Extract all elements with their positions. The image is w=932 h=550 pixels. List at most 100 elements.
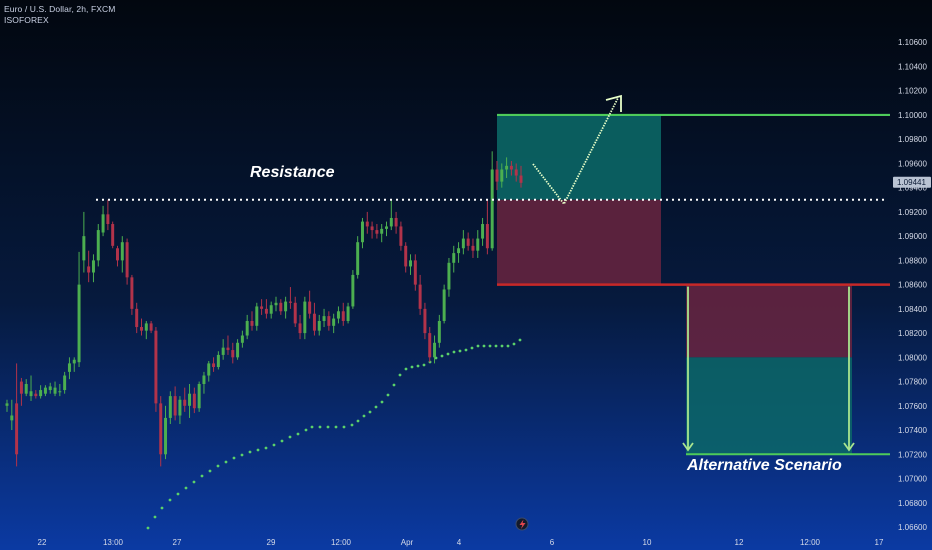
- candle: [269, 301, 273, 319]
- candle: [250, 311, 254, 331]
- price-tick-label: 1.10400: [898, 62, 927, 71]
- candle-body: [404, 245, 408, 267]
- time-tick-label: 12:00: [800, 538, 821, 547]
- time-axis[interactable]: 22 13:00 27 29 12:00 Apr 4 6 10 12 12:00 17: [38, 538, 884, 547]
- candle: [15, 363, 19, 467]
- candle: [466, 232, 470, 251]
- chart-source: ISOFOREX: [4, 15, 49, 25]
- psar-dot: [518, 338, 522, 342]
- candle-body: [154, 330, 158, 404]
- candle: [125, 238, 129, 285]
- projection-arrows: [532, 94, 855, 452]
- candle-body: [509, 165, 513, 170]
- candle: [346, 302, 350, 324]
- candle-body: [293, 302, 297, 324]
- time-tick-label: 17: [875, 538, 884, 547]
- candle: [202, 371, 206, 394]
- candle: [24, 379, 28, 397]
- time-tick-label: 27: [173, 538, 182, 547]
- psar-dot: [264, 446, 268, 450]
- candle-body: [197, 383, 201, 409]
- candle: [173, 386, 177, 421]
- candle: [221, 339, 225, 360]
- price-tick-label: 1.06800: [898, 499, 927, 508]
- candle-body: [351, 274, 355, 307]
- candle: [207, 360, 211, 382]
- candle-body: [437, 320, 441, 343]
- candlesticks: [5, 151, 523, 467]
- psar-dot: [494, 344, 498, 348]
- psar-dot: [446, 352, 450, 356]
- candle: [168, 391, 172, 424]
- candle-body: [457, 248, 461, 254]
- alternative-scenario-label: Alternative Scenario: [686, 457, 842, 474]
- candle-body: [212, 363, 216, 368]
- candle: [231, 342, 235, 364]
- price-tick-label: 1.09000: [898, 232, 927, 241]
- trade-zones: [497, 114, 852, 455]
- psar-dot: [310, 425, 314, 429]
- price-tick-label: 1.07000: [898, 475, 927, 484]
- psar-dot: [356, 419, 360, 423]
- candle: [409, 254, 413, 275]
- candle: [72, 357, 76, 372]
- psar-dot: [458, 349, 462, 353]
- candle-body: [461, 238, 465, 249]
- candle-body: [24, 383, 28, 394]
- candle-body: [471, 245, 475, 251]
- candle: [356, 236, 360, 279]
- candle: [341, 302, 345, 326]
- candle-body: [303, 301, 307, 334]
- candle: [260, 299, 264, 315]
- psar-dot: [464, 348, 468, 352]
- candle: [101, 205, 105, 237]
- candle: [274, 296, 278, 312]
- candle-body: [240, 335, 244, 343]
- psar-dot: [374, 405, 378, 409]
- price-tick-label: 1.08400: [898, 305, 927, 314]
- replay-icon[interactable]: [515, 517, 529, 531]
- candle: [413, 254, 417, 291]
- candle: [490, 151, 494, 251]
- time-tick-label: 22: [38, 538, 47, 547]
- time-tick-label: 13:00: [103, 538, 124, 547]
- candle: [10, 399, 14, 431]
- psar-dot: [232, 456, 236, 460]
- candle: [130, 274, 134, 315]
- psar-dot: [404, 367, 408, 371]
- candle-body: [447, 262, 451, 290]
- psar-dot: [362, 414, 366, 418]
- psar-dot: [342, 425, 346, 429]
- candle-body: [332, 318, 336, 326]
- candle-body: [519, 175, 523, 183]
- candle-body: [380, 228, 384, 234]
- candle: [245, 314, 249, 340]
- candle-body: [375, 230, 379, 234]
- price-tick-label: 1.06600: [898, 523, 927, 532]
- psar-dot: [272, 443, 276, 447]
- candle: [135, 302, 139, 334]
- candle: [216, 351, 220, 370]
- candle-body: [207, 363, 211, 376]
- candle-body: [250, 320, 254, 326]
- candle-body: [317, 320, 321, 331]
- psar-dot: [488, 344, 492, 348]
- candle: [159, 396, 163, 467]
- candle-body: [418, 284, 422, 309]
- candle-body: [5, 403, 9, 406]
- candle-body: [188, 393, 192, 406]
- candle: [485, 199, 489, 255]
- candle-body: [10, 415, 14, 421]
- candle: [360, 217, 364, 249]
- candle-body: [43, 387, 47, 394]
- psar-dot: [416, 364, 420, 368]
- psar-dot: [280, 439, 284, 443]
- candle: [87, 250, 91, 283]
- profit-zone: [497, 114, 661, 200]
- candle: [240, 330, 244, 348]
- candle-body: [485, 224, 489, 249]
- candle: [91, 254, 95, 283]
- price-axis[interactable]: 1.10600 1.10400 1.10200 1.10000 1.09800 1.096…: [898, 38, 927, 532]
